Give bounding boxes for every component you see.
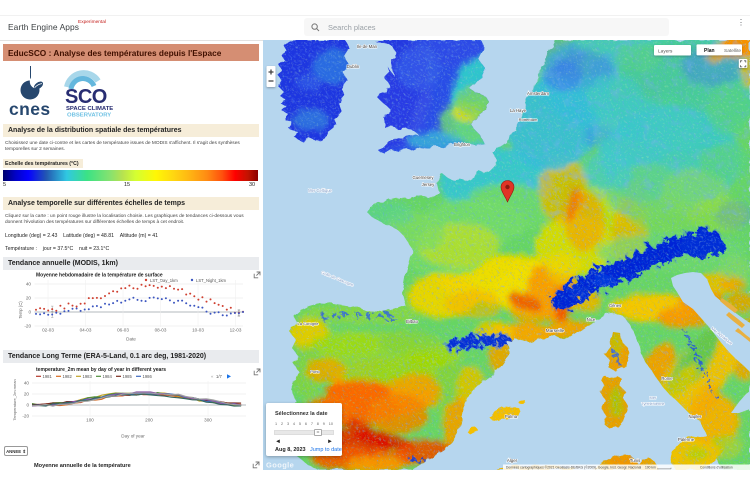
svg-text:Bilbao: Bilbao	[406, 319, 419, 324]
svg-text:Rotterdam: Rotterdam	[519, 117, 538, 122]
svg-text:Temp (C): Temp (C)	[18, 301, 23, 319]
svg-text:06-03: 06-03	[117, 328, 129, 333]
svg-text:OBSERVATORY: OBSERVATORY	[67, 113, 111, 119]
svg-text:20: 20	[24, 392, 30, 397]
svg-text:1986: 1986	[143, 374, 153, 379]
svg-text:Marseille: Marseille	[546, 328, 565, 333]
svg-text:Plan: Plan	[704, 48, 715, 54]
svg-text:Satellite: Satellite	[724, 48, 741, 54]
svg-text:0: 0	[26, 403, 29, 408]
svg-text:02-03: 02-03	[42, 328, 54, 333]
svg-text:Porto: Porto	[310, 369, 320, 374]
svg-text:temperature_2m mean by day of: temperature_2m mean by day of year in di…	[36, 367, 166, 373]
svg-text:40: 40	[26, 282, 32, 287]
svg-text:1982: 1982	[63, 374, 73, 379]
svg-text:Ile de Man: Ile de Man	[357, 44, 378, 49]
svg-text:Moyenne hebdomadaire de la tem: Moyenne hebdomadaire de la température d…	[36, 273, 163, 279]
svg-text:LST_Day_1km: LST_Day_1km	[150, 278, 178, 283]
svg-text:Palerme: Palerme	[678, 437, 695, 442]
svg-text:La Corogne: La Corogne	[298, 321, 320, 326]
svg-text:Palma: Palma	[505, 414, 518, 419]
svg-text:1983: 1983	[83, 374, 93, 379]
svg-text:Données cartographiques ©2021: Données cartographiques ©2021 GeoBasis-D…	[506, 466, 641, 470]
svg-text:-20: -20	[24, 324, 31, 329]
svg-text:Nice: Nice	[587, 317, 596, 322]
svg-text:Google: Google	[266, 461, 294, 470]
svg-text:20: 20	[26, 296, 32, 301]
svg-text:12-03: 12-03	[230, 328, 242, 333]
svg-text:Dublin: Dublin	[347, 64, 360, 69]
svg-text:Naples: Naples	[688, 414, 701, 419]
svg-text:04-03: 04-03	[80, 328, 92, 333]
svg-text:«: «	[211, 374, 214, 379]
svg-text:1/7: 1/7	[216, 374, 222, 379]
svg-text:-20: -20	[22, 414, 29, 419]
svg-text:1985: 1985	[123, 374, 133, 379]
svg-text:Tyrrhénienne: Tyrrhénienne	[641, 401, 665, 406]
svg-text:100 km: 100 km	[645, 466, 656, 470]
svg-text:Brighton: Brighton	[454, 142, 471, 147]
svg-text:Mer Celtique: Mer Celtique	[308, 188, 332, 193]
svg-text:40: 40	[24, 381, 30, 386]
svg-text:Date: Date	[126, 337, 136, 342]
svg-text:LST_Night_1km: LST_Night_1km	[196, 278, 227, 283]
svg-text:10-03: 10-03	[192, 328, 204, 333]
svg-text:100: 100	[86, 418, 94, 423]
svg-text:Day of year: Day of year	[121, 434, 145, 439]
svg-text:SPACE CLIMATE: SPACE CLIMATE	[66, 106, 113, 112]
svg-text:Mer: Mer	[650, 395, 658, 400]
svg-text:Conditions d'utilisation: Conditions d'utilisation	[700, 466, 733, 470]
svg-text:1984: 1984	[103, 374, 113, 379]
svg-text:08-03: 08-03	[155, 328, 167, 333]
svg-text:Guernesey: Guernesey	[412, 175, 434, 180]
svg-text:Alger: Alger	[507, 458, 518, 463]
svg-text:0: 0	[28, 310, 31, 315]
svg-text:cnes: cnes	[9, 99, 51, 119]
svg-text:Temperature_2m mean: Temperature_2m mean	[12, 379, 17, 420]
svg-text:Amsterdam: Amsterdam	[527, 91, 549, 96]
svg-text:1981: 1981	[43, 374, 53, 379]
svg-text:SCO: SCO	[65, 86, 107, 108]
svg-text:La Haye: La Haye	[510, 108, 527, 113]
svg-text:Layers: Layers	[658, 48, 673, 54]
svg-text:Rome: Rome	[661, 376, 673, 381]
svg-text:Tunis: Tunis	[630, 458, 641, 463]
svg-text:Jersey: Jersey	[422, 182, 436, 187]
svg-text:300: 300	[204, 418, 212, 423]
svg-text:200: 200	[145, 418, 153, 423]
svg-text:Gênes: Gênes	[609, 303, 621, 308]
